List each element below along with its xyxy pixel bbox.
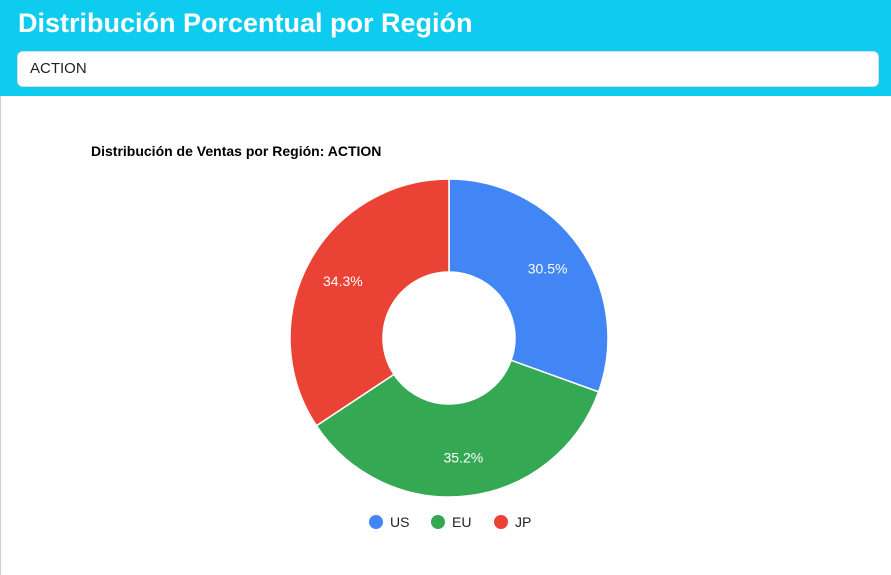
- genre-select[interactable]: ACTION: [17, 51, 879, 87]
- legend-dot-us: [369, 515, 383, 529]
- legend-label-us: US: [390, 514, 410, 530]
- legend-item-jp[interactable]: JP: [494, 514, 531, 530]
- page-title: Distribución Porcentual por Región: [18, 8, 473, 38]
- legend-label-jp: JP: [515, 514, 532, 530]
- slice-jp[interactable]: [289, 178, 450, 427]
- chart-title: Distribución de Ventas por Región: ACTIO…: [91, 143, 382, 159]
- chart-legend: US EU JP: [0, 514, 891, 534]
- legend-dot-jp: [494, 515, 508, 529]
- slice-us[interactable]: [448, 178, 609, 393]
- slice-eu[interactable]: [315, 359, 600, 498]
- slice-label-eu: 35.2%: [443, 450, 483, 466]
- header-bar: Distribución Porcentual por Región ACTIO…: [0, 0, 891, 96]
- slice-label-us: 30.5%: [528, 261, 568, 277]
- legend-item-us[interactable]: US: [369, 514, 409, 530]
- legend-label-eu: EU: [452, 514, 472, 530]
- legend-dot-eu: [431, 515, 445, 529]
- legend-item-eu[interactable]: EU: [431, 514, 471, 530]
- slice-label-jp: 34.3%: [323, 273, 363, 289]
